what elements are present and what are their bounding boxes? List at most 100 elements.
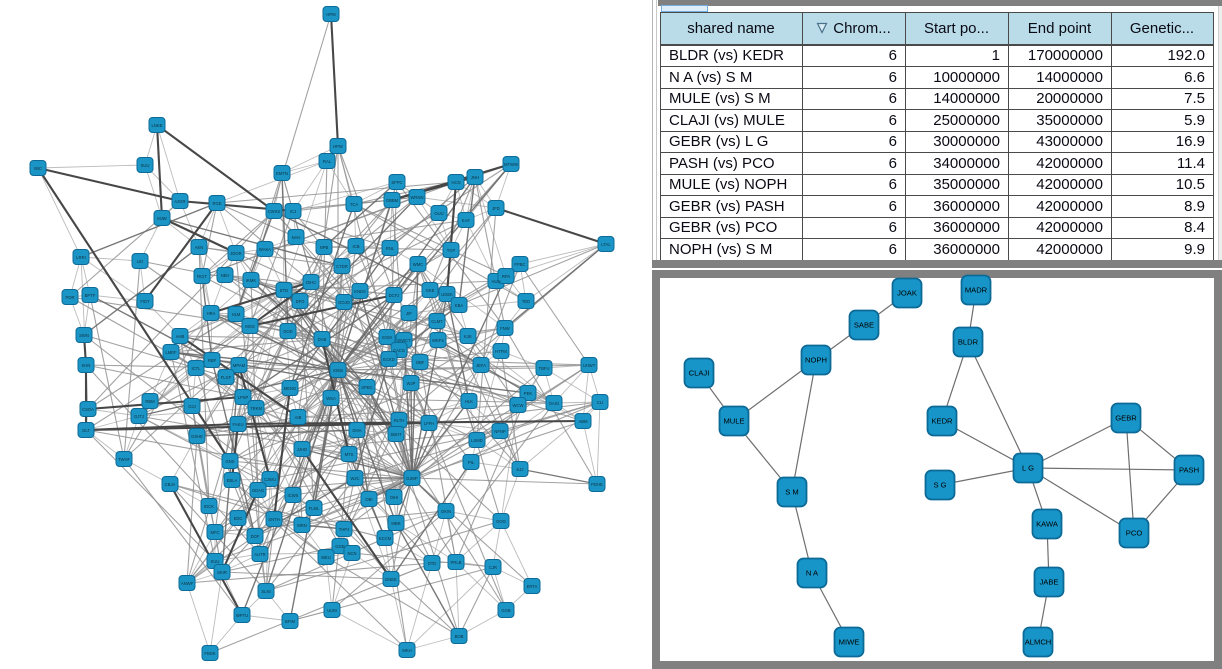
- svg-text:NEH: NEH: [221, 273, 230, 278]
- svg-text:UGEK: UGEK: [441, 292, 453, 297]
- svg-text:ICB: ICB: [353, 244, 360, 249]
- svg-text:NAH: NAH: [292, 235, 301, 240]
- svg-text:WJP: WJP: [407, 381, 416, 386]
- svg-text:WWCT: WWCT: [397, 338, 411, 343]
- svg-text:MJW: MJW: [157, 216, 167, 221]
- svg-text:MADR: MADR: [965, 286, 988, 295]
- svg-text:HUH: HUH: [491, 279, 500, 284]
- svg-text:BLDR: BLDR: [958, 338, 979, 347]
- svg-text:SPBC: SPBC: [361, 385, 372, 390]
- svg-text:RAL: RAL: [323, 159, 332, 164]
- svg-text:MTS: MTS: [345, 452, 354, 457]
- svg-text:GEBR: GEBR: [1115, 414, 1137, 423]
- svg-text:ETD: ETD: [280, 288, 288, 293]
- svg-text:LMEF: LMEF: [165, 350, 177, 355]
- svg-text:N A: N A: [806, 569, 819, 578]
- svg-text:WSA: WSA: [326, 396, 336, 401]
- svg-text:NCN: NCN: [347, 551, 356, 556]
- svg-text:OJJ: OJJ: [188, 404, 195, 409]
- svg-text:CJWU: CJWU: [264, 477, 276, 482]
- svg-text:HPW: HPW: [333, 144, 343, 149]
- svg-text:CLAJI: CLAJI: [689, 369, 710, 378]
- svg-text:WJC: WJC: [350, 476, 359, 481]
- svg-text:WPTU: WPTU: [236, 613, 248, 618]
- svg-text:POR: POR: [65, 295, 74, 300]
- svg-text:MRN: MRN: [297, 523, 307, 528]
- svg-text:MENG: MENG: [284, 386, 297, 391]
- svg-text:CJR: CJR: [489, 565, 497, 570]
- svg-text:JEFA: JEFA: [476, 363, 486, 368]
- svg-text:FAKU: FAKU: [233, 422, 244, 427]
- svg-text:UUM: UUM: [327, 608, 337, 613]
- svg-text:HLM: HLM: [232, 312, 241, 317]
- svg-text:S G: S G: [933, 481, 946, 490]
- svg-text:OBF: OBF: [416, 360, 425, 365]
- svg-text:AHB: AHB: [176, 334, 185, 339]
- svg-text:KJJ: KJJ: [517, 467, 524, 472]
- svg-text:HRA: HRA: [207, 311, 216, 316]
- svg-text:SUU: SUU: [141, 163, 150, 168]
- svg-text:OUU: OUU: [434, 211, 443, 216]
- svg-text:KNDS: KNDS: [354, 289, 366, 294]
- svg-text:NFNP: NFNP: [494, 429, 506, 434]
- svg-text:FLGF: FLGF: [221, 375, 232, 380]
- svg-text:WEU: WEU: [321, 555, 331, 560]
- svg-text:RPA: RPA: [502, 274, 511, 279]
- svg-text:ICWS: ICWS: [288, 493, 299, 498]
- svg-text:KJK: KJK: [464, 334, 472, 339]
- svg-text:FLML: FLML: [309, 506, 320, 511]
- svg-text:DNEE: DNEE: [385, 577, 397, 582]
- svg-text:TRKM: TRKM: [250, 406, 262, 411]
- svg-text:GGE: GGE: [335, 544, 345, 549]
- svg-text:JJHD: JJHD: [297, 447, 307, 452]
- svg-text:FBDK: FBDK: [204, 651, 215, 656]
- svg-text:JOAK: JOAK: [897, 289, 917, 298]
- svg-text:AIB: AIB: [295, 415, 302, 420]
- svg-text:JABE: JABE: [1040, 578, 1059, 587]
- svg-text:LNKE: LNKE: [152, 123, 163, 128]
- svg-text:GGB: GGB: [501, 608, 511, 613]
- svg-text:OAIG: OAIG: [549, 401, 559, 406]
- svg-text:GOJO: GOJO: [338, 300, 351, 305]
- svg-text:MKH: MKH: [402, 648, 411, 653]
- svg-text:ERTA: ERTA: [527, 584, 538, 589]
- svg-text:AKN: AKN: [195, 245, 204, 250]
- svg-text:RNL: RNL: [386, 246, 395, 251]
- svg-text:TGP: TGP: [447, 248, 456, 253]
- svg-text:IWC: IWC: [34, 166, 42, 171]
- svg-text:SWN: SWN: [79, 333, 89, 338]
- svg-text:RCIT: RCIT: [197, 274, 207, 279]
- svg-text:LTAL: LTAL: [601, 242, 611, 247]
- svg-text:PASH: PASH: [1179, 466, 1199, 475]
- svg-text:DTD: DTD: [428, 561, 437, 566]
- svg-text:OKIN: OKIN: [441, 509, 451, 514]
- svg-text:CLI: CLI: [597, 400, 604, 405]
- svg-text:PEK: PEK: [524, 391, 533, 396]
- svg-text:SNTH: SNTH: [268, 517, 279, 522]
- svg-text:KBA: KBA: [455, 303, 464, 308]
- svg-text:JDGR: JDGR: [230, 251, 241, 256]
- svg-text:THPJ: THPJ: [339, 527, 349, 532]
- svg-text:PDHE: PDHE: [591, 482, 603, 487]
- svg-text:ECKD: ECKD: [383, 357, 395, 362]
- svg-text:GSHE: GSHE: [191, 434, 203, 439]
- svg-text:TBFU: TBFU: [539, 366, 550, 371]
- svg-text:EDC: EDC: [234, 516, 243, 521]
- svg-text:CLMT: CLMT: [431, 319, 443, 324]
- svg-text:CWSS: CWSS: [268, 209, 281, 214]
- svg-text:FPBC: FPBC: [514, 262, 525, 267]
- svg-text:RBM: RBM: [145, 399, 155, 404]
- svg-text:L G: L G: [1022, 464, 1034, 473]
- svg-text:HTFM: HTFM: [495, 349, 507, 354]
- svg-text:FNW: FNW: [500, 326, 510, 331]
- svg-text:CBJA: CBJA: [165, 482, 176, 487]
- svg-text:MIWE: MIWE: [839, 638, 860, 647]
- svg-text:TCA: TCA: [350, 202, 359, 207]
- svg-text:WRNN: WRNN: [410, 195, 423, 200]
- svg-text:MOS: MOS: [245, 324, 255, 329]
- svg-text:HCN: HCN: [451, 180, 460, 185]
- svg-text:PRLB: PRLB: [451, 560, 462, 565]
- svg-text:AJGR: AJGR: [174, 199, 185, 204]
- svg-text:DCFJ: DCFJ: [389, 293, 400, 298]
- svg-text:KCCM: KCCM: [379, 536, 392, 541]
